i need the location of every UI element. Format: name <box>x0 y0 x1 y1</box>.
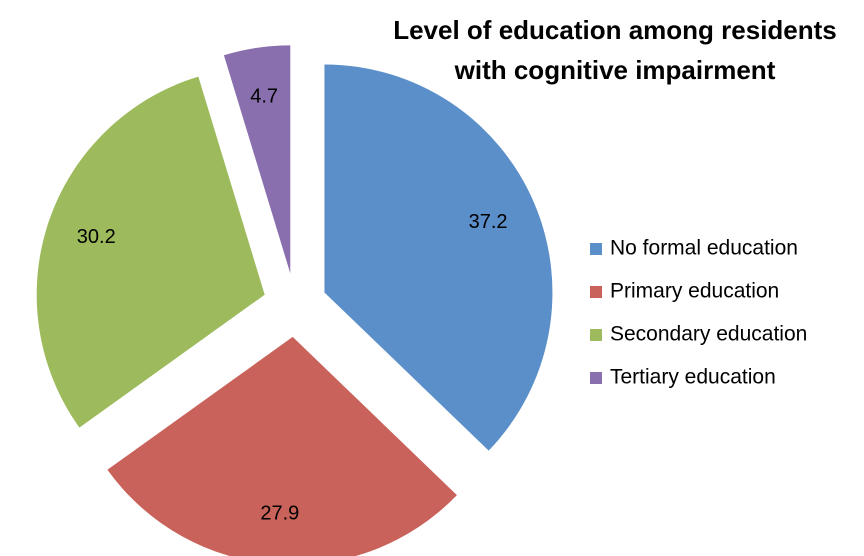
legend-label: Secondary education <box>610 323 807 346</box>
chart-title: Level of education among residents <box>393 15 837 45</box>
legend-label: Primary education <box>610 280 779 303</box>
data-label: 37.2 <box>469 211 508 233</box>
pie-slice <box>107 336 457 556</box>
legend-swatch <box>590 243 602 255</box>
chart-title: with cognitive impairment <box>454 55 776 85</box>
legend-label: No formal education <box>610 237 798 260</box>
legend-swatch <box>590 329 602 341</box>
legend-label: Tertiary education <box>610 366 776 389</box>
data-label: 4.7 <box>250 86 278 108</box>
pie-slice <box>223 45 291 274</box>
legend-swatch <box>590 286 602 298</box>
data-label: 27.9 <box>260 503 299 525</box>
legend-swatch <box>590 372 602 384</box>
pie-slice <box>324 64 553 451</box>
pie-slice <box>36 76 265 428</box>
data-label: 30.2 <box>77 226 116 248</box>
